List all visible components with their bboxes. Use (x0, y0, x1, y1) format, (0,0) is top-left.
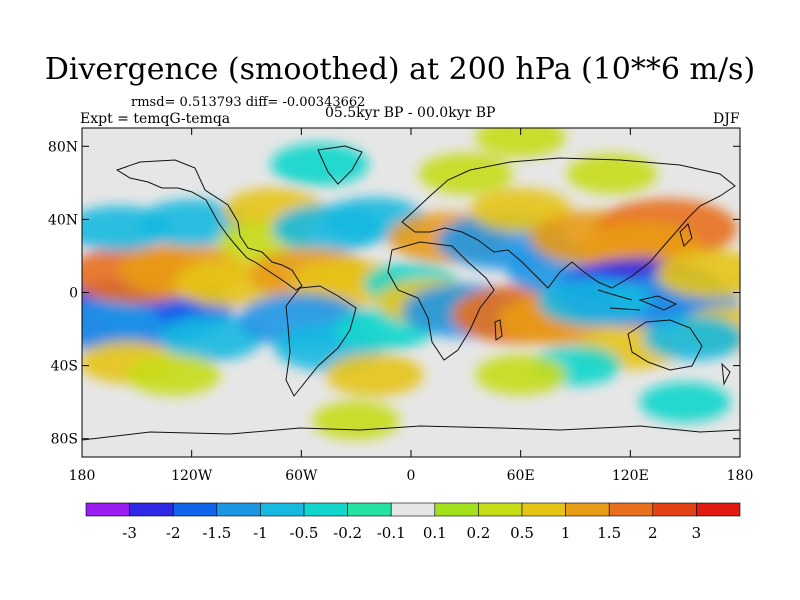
colorbar-bin-14 (696, 502, 741, 517)
colorbar-bin-3 (216, 502, 261, 517)
colorbar-label-5: -0.2 (333, 524, 362, 542)
divergence-region-43 (418, 152, 514, 195)
season-label: DJF (713, 111, 740, 127)
colorbar-label-10: 1 (561, 524, 571, 542)
colorbar-bin-6 (347, 502, 392, 517)
colorbar-bin-8 (434, 502, 479, 517)
y-tick-label-1: 40N (48, 212, 78, 228)
chart-title: Divergence (smoothed) at 200 hPa (10**6 … (44, 52, 756, 87)
x-tick-label-1: 120W (171, 468, 213, 484)
divergence-region-3 (157, 315, 263, 362)
colorbar-label-0: -3 (122, 524, 137, 542)
divergence-region-8 (137, 199, 247, 247)
y-tick-label-4: 80S (51, 432, 78, 448)
divergence-field (82, 128, 740, 440)
colorbar-bin-10 (521, 502, 566, 517)
divergence-region-35 (537, 277, 650, 326)
experiment-label: Expt = temqG-temqa (80, 111, 231, 127)
divergence-region-39 (643, 316, 740, 361)
colorbar-label-7: 0.1 (423, 524, 447, 542)
x-tick-label-2: 60W (285, 468, 318, 484)
colorbar-bin-1 (129, 502, 174, 517)
y-tick-label-2: 0 (69, 286, 78, 302)
colorbar-bin-11 (565, 502, 610, 517)
divergence-region-45 (475, 128, 567, 158)
x-tick-label-4: 60E (507, 468, 535, 484)
y-tick-label-0: 80N (48, 139, 78, 155)
divergence-region-41 (475, 354, 567, 395)
x-tick-label-0: 180 (69, 468, 96, 484)
axes: 180 120W 60W 0 60E 120E 180 80N 40N 0 40S 80S (48, 128, 753, 484)
colorbar-bin-13 (652, 502, 697, 517)
x-tick-label-6: 180 (727, 468, 754, 484)
coastlines (82, 145, 740, 441)
colorbar-label-8: 0.2 (466, 524, 490, 542)
rmsd-diff-stats: rmsd= 0.513793 diff= -0.00343662 (131, 95, 366, 110)
divergence-region-20 (325, 353, 424, 397)
colorbar-bin-4 (260, 502, 305, 517)
colorbar: -3 -2 -1.5 -1 -0.5 -0.2 -0.1 0.1 0.2 0.5 1 1.5 2 3 (85, 502, 741, 542)
colorbar-label-1: -2 (166, 524, 181, 542)
colorbar-bin-7 (390, 502, 436, 517)
period-label: 05.5kyr BP - 00.0kyr BP (325, 105, 496, 121)
colorbar-label-4: -0.5 (290, 524, 319, 542)
colorbar-bin-0 (85, 502, 130, 517)
y-tick-label-3: 40S (51, 359, 78, 375)
colorbar-label-6: -0.1 (377, 524, 406, 542)
colorbar-label-3: -1 (253, 524, 268, 542)
divergence-region-42 (270, 143, 369, 187)
divergence-region-47 (312, 401, 400, 440)
colorbar-label-11: 1.5 (597, 524, 621, 542)
divergence-region-44 (566, 153, 658, 194)
colorbar-bin-5 (303, 502, 348, 517)
colorbar-label-13: 3 (692, 524, 702, 542)
divergence-region-2 (82, 299, 164, 352)
divergence-region-10 (126, 353, 221, 396)
divergence-region-46 (639, 382, 731, 423)
colorbar-label-9: 0.5 (510, 524, 534, 542)
x-tick-label-5: 120E (612, 468, 649, 484)
x-tick-label-3: 0 (407, 468, 416, 484)
colorbar-label-2: -1.5 (202, 524, 231, 542)
colorbar-bin-12 (608, 502, 654, 517)
colorbar-bin-9 (478, 502, 523, 517)
colorbar-bin-2 (172, 502, 218, 517)
divergence-region-36 (656, 249, 740, 299)
colorbar-label-12: 2 (648, 524, 658, 542)
